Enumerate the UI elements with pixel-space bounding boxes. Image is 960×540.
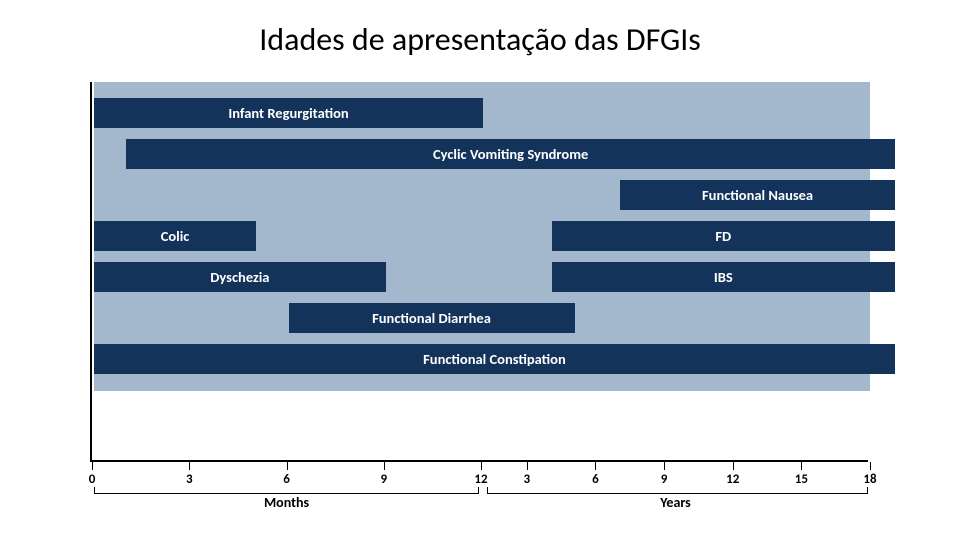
axis-tick-label: 12	[726, 472, 739, 487]
range-bar: Infant Regurgitation	[94, 98, 483, 128]
axis-tick-label: 9	[380, 472, 387, 487]
axis-tick	[189, 462, 190, 470]
plot-area: Infant RegurgitationCyclic Vomiting Synd…	[90, 82, 868, 462]
axis-tick	[384, 462, 385, 470]
axis-tick-label: 6	[592, 472, 599, 487]
range-bar: Colic	[94, 221, 256, 251]
axis-tick	[287, 462, 288, 470]
range-bar: Cyclic Vomiting Syndrome	[126, 139, 894, 169]
range-bar: IBS	[552, 262, 895, 292]
range-bar: Functional Nausea	[620, 180, 895, 210]
range-bar: FD	[552, 221, 895, 251]
axis-bracket-years	[487, 487, 868, 494]
axis-tick-label: 15	[795, 472, 808, 487]
axis-tick-label: 18	[863, 472, 876, 487]
axis-tick	[733, 462, 734, 470]
axis-tick-label: 6	[283, 472, 290, 487]
axis-tick	[595, 462, 596, 470]
axis-tick	[92, 462, 93, 470]
range-bar: Functional Constipation	[94, 344, 895, 374]
range-bar: Functional Diarrhea	[289, 303, 575, 333]
axis-tick-label: 0	[89, 472, 96, 487]
axis-label-years: Years	[660, 494, 691, 511]
axis-tick-label: 9	[661, 472, 668, 487]
axis-bracket-months	[94, 487, 479, 494]
axis-tick-label: 3	[186, 472, 193, 487]
axis-tick	[801, 462, 802, 470]
axis-tick	[481, 462, 482, 470]
axis-tick	[870, 462, 871, 470]
axis-tick-label: 12	[474, 472, 487, 487]
gantt-chart: Infant RegurgitationCyclic Vomiting Synd…	[90, 82, 868, 462]
axis-label-months: Months	[264, 494, 309, 511]
axis-tick	[527, 462, 528, 470]
axis-tick	[664, 462, 665, 470]
range-bar: Dyschezia	[94, 262, 386, 292]
chart-title: Idades de apresentação das DFGIs	[0, 0, 960, 59]
axis-tick-label: 3	[523, 472, 530, 487]
